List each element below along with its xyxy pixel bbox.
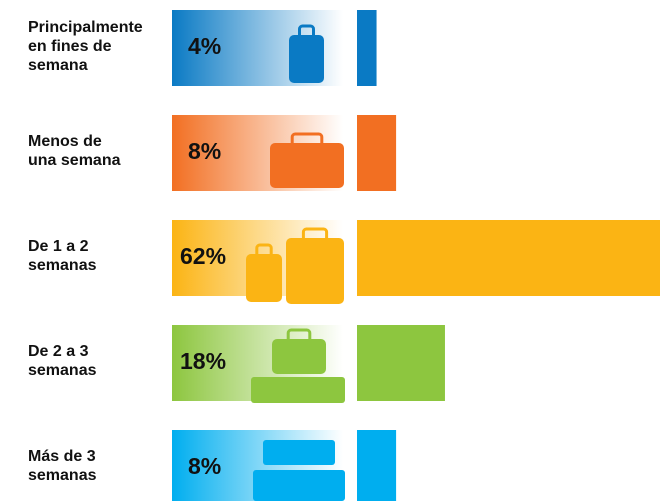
category-label: De 2 a 3 semanas bbox=[28, 343, 97, 379]
value-label: 8% bbox=[188, 453, 221, 479]
category-label: Más de 3 semanas bbox=[28, 448, 97, 484]
bar bbox=[357, 220, 660, 296]
icon-body bbox=[286, 238, 344, 304]
value-label: 62% bbox=[180, 243, 226, 269]
bar bbox=[357, 10, 377, 86]
icon-body bbox=[272, 339, 326, 374]
icon-body bbox=[289, 35, 324, 83]
value-label: 4% bbox=[188, 33, 221, 59]
icon-body bbox=[270, 143, 344, 188]
category-label: De 1 a 2 semanas bbox=[28, 238, 97, 274]
bar bbox=[357, 115, 397, 191]
value-label: 8% bbox=[188, 138, 221, 164]
icon-body bbox=[251, 377, 345, 403]
category-label: Principalmente en fines de semana bbox=[28, 18, 143, 74]
value-label: 18% bbox=[180, 348, 226, 374]
category-label: Menos de una semana bbox=[28, 133, 121, 169]
icon-body bbox=[253, 470, 345, 501]
bar bbox=[357, 430, 397, 501]
icon-body bbox=[246, 254, 282, 302]
bar bbox=[357, 325, 445, 401]
icon-body bbox=[263, 440, 335, 465]
